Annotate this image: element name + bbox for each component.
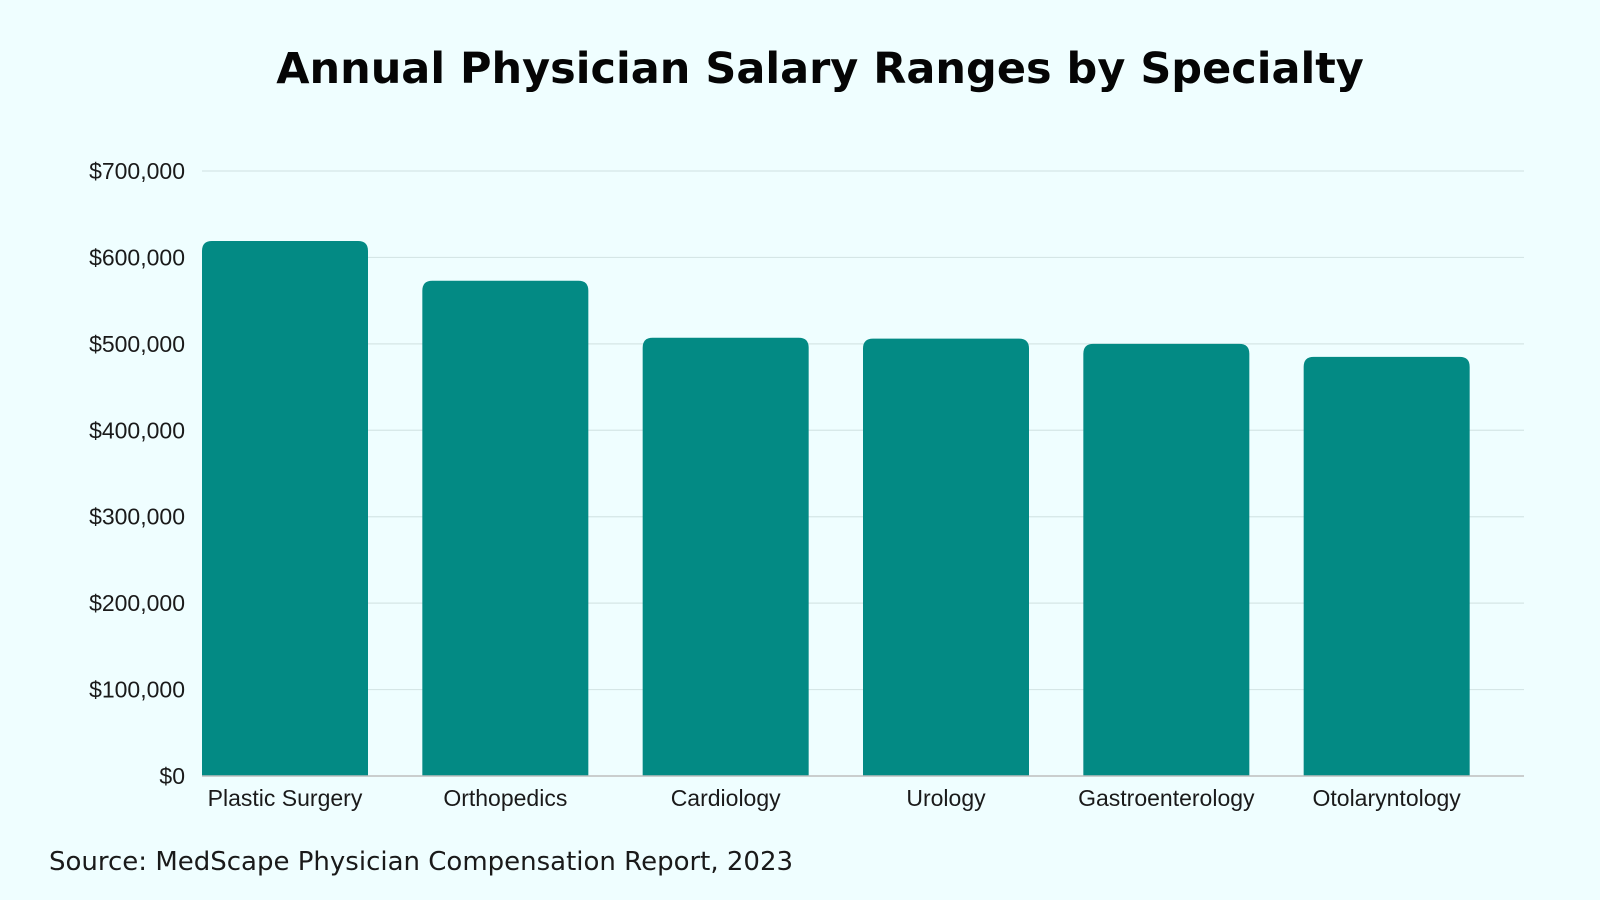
x-tick-label: Orthopedics xyxy=(443,785,567,811)
bar xyxy=(422,280,589,776)
x-tick-label: Plastic Surgery xyxy=(208,785,363,811)
x-tick-label: Urology xyxy=(906,785,986,811)
source-note: Source: MedScape Physician Compensation … xyxy=(49,847,794,877)
y-tick-label: $0 xyxy=(159,763,185,789)
y-tick-label: $500,000 xyxy=(89,331,185,357)
y-tick-label: $300,000 xyxy=(89,504,185,530)
y-tick-label: $700,000 xyxy=(89,158,185,184)
bar xyxy=(202,241,368,776)
x-tick-label: Otolaryntology xyxy=(1313,785,1462,811)
y-tick-label: $600,000 xyxy=(89,244,185,270)
bar xyxy=(642,337,809,776)
bar xyxy=(1083,343,1250,776)
chart-title: Annual Physician Salary Ranges by Specia… xyxy=(276,44,1364,94)
bar xyxy=(863,338,1029,776)
x-tick-label: Cardiology xyxy=(671,785,781,811)
y-tick-label: $400,000 xyxy=(89,417,185,443)
y-tick-label: $100,000 xyxy=(89,677,185,703)
bar xyxy=(1303,356,1470,776)
y-tick-label: $200,000 xyxy=(89,590,185,616)
x-tick-label: Gastroenterology xyxy=(1078,785,1255,811)
